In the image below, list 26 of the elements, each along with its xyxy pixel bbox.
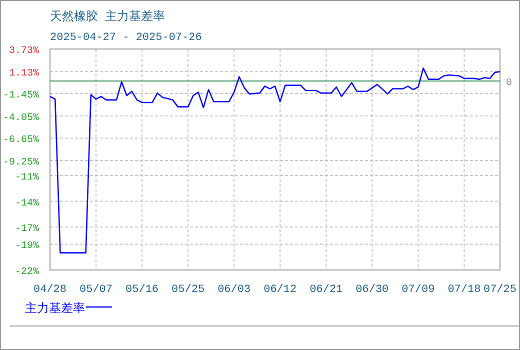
y-tick-label: -6.65% — [2, 135, 39, 146]
y-tick-label: -22% — [14, 267, 39, 278]
y-tick-label: -17% — [14, 224, 39, 236]
y-tick-label: -14% — [14, 198, 39, 210]
y-tick-label: -1.45% — [2, 90, 39, 102]
chart-subtitle: 2025-04-27 - 2025-07-26 — [50, 32, 202, 44]
x-tick-label: 04/28 — [33, 284, 67, 296]
y-tick-label: -9.25% — [2, 157, 39, 168]
x-tick-label: 07/18 — [448, 284, 481, 296]
ref-line-label: 0 — [506, 78, 512, 90]
x-tick-label: 06/12 — [264, 284, 297, 296]
y-tick-label: -11% — [14, 172, 39, 184]
y-tick-label: 3.73% — [8, 46, 39, 57]
x-tick-label: 05/07 — [80, 284, 113, 296]
chart-title: 天然橡胶 主力基差率 — [50, 9, 166, 24]
x-tick-label: 06/21 — [310, 284, 344, 296]
legend-label: 主力基差率 — [25, 301, 85, 316]
y-tick-label: -4.05% — [2, 112, 39, 124]
y-tick-label: 1.13% — [8, 68, 39, 80]
x-tick-label: 05/16 — [126, 284, 159, 296]
x-tick-label: 07/09 — [402, 284, 435, 296]
y-tick-label: -19% — [14, 241, 39, 252]
x-tick-label: 06/03 — [218, 284, 251, 296]
x-tick-label: 07/25 — [483, 284, 517, 296]
x-tick-label: 05/25 — [172, 284, 205, 296]
x-tick-label: 06/30 — [356, 284, 389, 296]
